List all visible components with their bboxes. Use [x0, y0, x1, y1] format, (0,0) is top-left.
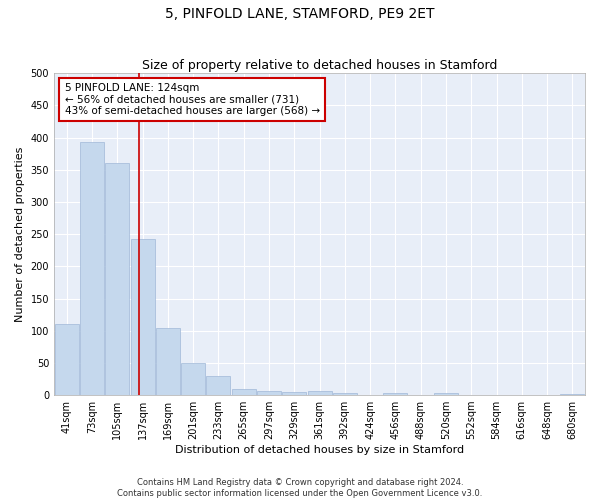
Bar [232, 390, 256, 395]
Bar [181, 363, 205, 395]
Y-axis label: Number of detached properties: Number of detached properties [15, 146, 25, 322]
Bar [257, 390, 281, 395]
Bar [105, 164, 129, 395]
Bar [282, 392, 306, 395]
Title: Size of property relative to detached houses in Stamford: Size of property relative to detached ho… [142, 59, 497, 72]
Bar [206, 376, 230, 395]
Bar [434, 393, 458, 395]
Bar [55, 324, 79, 395]
X-axis label: Distribution of detached houses by size in Stamford: Distribution of detached houses by size … [175, 445, 464, 455]
Text: 5, PINFOLD LANE, STAMFORD, PE9 2ET: 5, PINFOLD LANE, STAMFORD, PE9 2ET [165, 8, 435, 22]
Bar [383, 393, 407, 395]
Bar [80, 142, 104, 395]
Bar [560, 394, 584, 395]
Bar [308, 391, 332, 395]
Text: Contains HM Land Registry data © Crown copyright and database right 2024.
Contai: Contains HM Land Registry data © Crown c… [118, 478, 482, 498]
Bar [156, 328, 180, 395]
Bar [333, 392, 357, 395]
Text: 5 PINFOLD LANE: 124sqm
← 56% of detached houses are smaller (731)
43% of semi-de: 5 PINFOLD LANE: 124sqm ← 56% of detached… [65, 83, 320, 116]
Bar [131, 238, 155, 395]
